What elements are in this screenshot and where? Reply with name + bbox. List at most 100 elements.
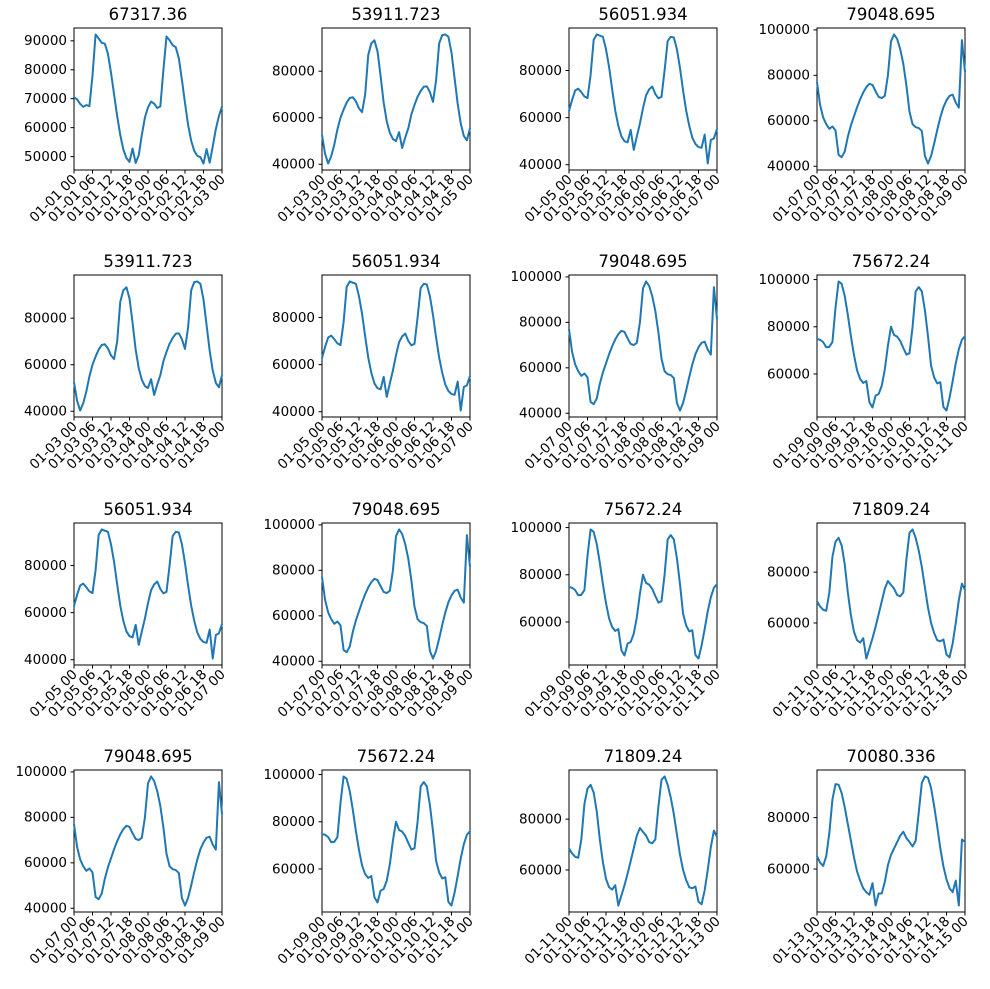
y-tick-label: 50000 (24, 149, 67, 165)
subplot-title: 75672.24 (356, 747, 435, 766)
axes-frame (568, 27, 718, 171)
y-tick-label: 40000 (519, 157, 562, 173)
subplot-title: 79048.695 (103, 747, 192, 766)
y-tick-label: 100000 (263, 517, 315, 533)
subplot-title: 79048.695 (846, 5, 935, 24)
y-tick-label: 40000 (767, 159, 810, 175)
y-tick-label: 60000 (519, 110, 562, 126)
y-tick-label: 80000 (519, 63, 562, 79)
axes-frame (73, 522, 223, 665)
y-tick-label: 60000 (24, 855, 67, 871)
y-tick-label: 40000 (519, 406, 562, 422)
series-line (73, 280, 223, 412)
y-tick-label: 40000 (272, 157, 315, 173)
y-tick-label: 100000 (15, 764, 67, 780)
y-tick-label: 80000 (767, 564, 810, 580)
y-tick-label: 40000 (272, 653, 315, 669)
y-tick-label: 70000 (24, 91, 67, 107)
subplot-title: 53911.723 (351, 5, 440, 24)
subplot-title: 71809.24 (851, 500, 930, 519)
y-tick-label: 40000 (24, 652, 67, 668)
subplot-title: 75672.24 (851, 252, 930, 271)
y-tick-label: 80000 (767, 68, 810, 84)
y-tick-label: 100000 (510, 269, 562, 285)
series-line (320, 527, 471, 660)
y-tick-label: 80000 (272, 814, 315, 830)
y-tick-label: 40000 (24, 404, 67, 420)
y-tick-label: 80000 (24, 557, 67, 573)
axes-frame (73, 274, 223, 418)
y-tick-label: 80000 (24, 809, 67, 825)
subplot-title: 79048.695 (351, 500, 440, 519)
y-tick-label: 60000 (272, 608, 315, 624)
y-tick-label: 80000 (519, 811, 562, 827)
axes-frame (816, 769, 965, 913)
y-tick-label: 80000 (24, 62, 67, 78)
series-line (73, 527, 223, 660)
axes-frame (321, 274, 470, 418)
series-line (815, 527, 966, 660)
series-line (320, 775, 471, 907)
y-tick-label: 60000 (24, 120, 67, 136)
subplot-title: 56051.934 (351, 252, 440, 271)
y-tick-label: 80000 (272, 310, 315, 326)
series-line (815, 775, 966, 907)
axes-frame (73, 27, 223, 171)
y-tick-label: 60000 (272, 110, 315, 126)
y-tick-label: 80000 (272, 562, 315, 578)
subplot-title: 53911.723 (103, 252, 192, 271)
y-tick-label: 40000 (24, 900, 67, 916)
series-line (568, 33, 718, 165)
y-tick-label: 60000 (767, 615, 810, 631)
y-tick-label: 80000 (519, 315, 562, 331)
y-tick-label: 40000 (272, 404, 315, 420)
axes-frame (568, 769, 718, 913)
y-tick-label: 80000 (519, 567, 562, 583)
subplot-title: 56051.934 (598, 5, 687, 24)
y-tick-label: 60000 (24, 604, 67, 620)
y-tick-label: 60000 (272, 861, 315, 877)
subplot-title: 56051.934 (103, 500, 192, 519)
y-tick-label: 60000 (519, 862, 562, 878)
y-tick-label: 80000 (272, 64, 315, 80)
axes-frame (816, 522, 965, 665)
y-tick-label: 60000 (767, 113, 810, 129)
series-line (320, 280, 471, 412)
y-tick-label: 100000 (758, 22, 810, 38)
axes-frame (321, 27, 470, 171)
series-line (815, 280, 966, 412)
subplot-title: 67317.36 (109, 5, 188, 24)
subplot-title: 71809.24 (604, 747, 683, 766)
y-tick-label: 60000 (519, 360, 562, 376)
y-tick-label: 100000 (263, 767, 315, 783)
subplot-title: 75672.24 (604, 500, 683, 519)
y-tick-label: 80000 (24, 311, 67, 327)
y-tick-label: 80000 (767, 810, 810, 826)
y-tick-label: 80000 (767, 319, 810, 335)
series-line (73, 33, 223, 165)
y-tick-label: 60000 (519, 614, 562, 630)
y-tick-label: 60000 (767, 861, 810, 877)
y-tick-label: 100000 (758, 272, 810, 288)
series-line (568, 280, 718, 412)
y-tick-label: 60000 (272, 357, 315, 373)
series-line (568, 775, 718, 907)
series-line (815, 33, 966, 165)
subplot-title: 79048.695 (598, 252, 687, 271)
subplot-title: 70080.336 (846, 747, 935, 766)
y-tick-label: 60000 (767, 367, 810, 383)
